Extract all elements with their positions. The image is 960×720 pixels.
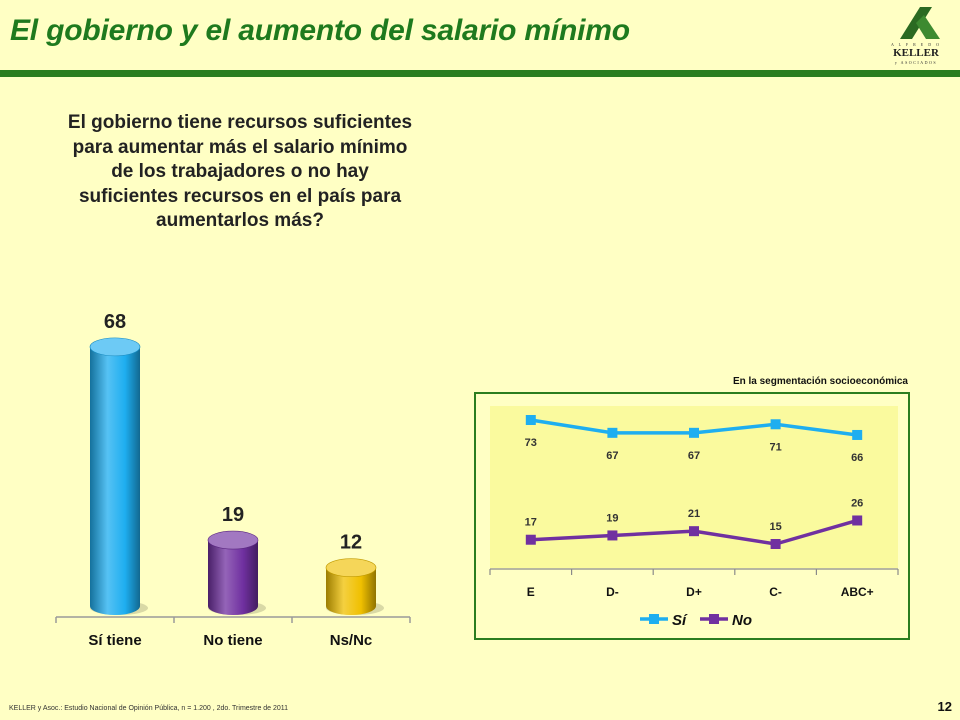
bar-top <box>89 337 141 357</box>
page-number: 12 <box>937 699 952 714</box>
page-title: El gobierno y el aumento del salario mín… <box>10 14 630 47</box>
series-point <box>607 427 618 438</box>
bar-2 <box>207 530 266 615</box>
series-point-label: 26 <box>851 497 863 509</box>
bar-value-label: 12 <box>340 532 362 554</box>
bar-3 <box>325 558 384 615</box>
legend-label: No <box>732 612 752 629</box>
bar-category-label: Sí tiene <box>88 632 141 649</box>
segment-category-label: D- <box>606 585 619 599</box>
bar-category-label: Ns/Nc <box>330 632 373 649</box>
bar-category-label: No tiene <box>203 632 262 649</box>
bar-body <box>208 540 258 615</box>
bar-top <box>325 558 377 577</box>
legend-marker <box>709 614 719 624</box>
series-point <box>525 415 536 425</box>
logo-top-text: A L F R E D O <box>890 42 942 47</box>
series-point <box>770 419 781 430</box>
series-point-label: 15 <box>769 521 781 533</box>
logo-bottom-text: y ASOCIADOS <box>894 60 938 65</box>
series-point <box>852 429 863 440</box>
series-point <box>689 526 699 537</box>
keller-logo-mark <box>900 7 940 39</box>
series-point-label: 67 <box>688 450 700 462</box>
series-point-label: 66 <box>851 452 863 464</box>
bar-value-label: 19 <box>222 504 244 526</box>
series-point <box>525 534 536 545</box>
series-point-label: 73 <box>525 437 537 449</box>
series-point-label: 21 <box>688 508 700 520</box>
title-divider <box>0 70 960 77</box>
series-point <box>770 539 781 549</box>
series-point-label: 67 <box>606 450 618 462</box>
series-point-label: 17 <box>525 517 537 529</box>
series-point-label: 71 <box>769 441 781 453</box>
legend-label: Sí <box>672 612 688 629</box>
bar-body <box>326 567 376 615</box>
series-point <box>607 530 618 541</box>
segment-line-chart: E D- D+ C- ABC+ 73 67 67 71 66 17 19 21 15 26 Sí No <box>489 406 899 629</box>
series-point <box>689 427 699 438</box>
bar-body <box>90 346 140 615</box>
series-point <box>852 515 863 526</box>
segment-chart-label: En la segmentación socioeconómica <box>732 376 908 387</box>
segment-category-label: D+ <box>686 585 702 599</box>
segment-category-label: ABC+ <box>841 585 874 599</box>
bar-1 <box>89 337 148 615</box>
source-note: KELLER y Asoc.: Estudio Nacional de Opin… <box>9 705 289 712</box>
segment-category-label: E <box>527 585 535 599</box>
survey-question: El gobierno tiene recursos suficientes p… <box>67 112 413 231</box>
logo-name: KELLER <box>893 47 939 59</box>
series-point-label: 19 <box>606 512 618 524</box>
segment-category-label: C- <box>769 585 782 599</box>
bar-top <box>207 530 259 550</box>
keller-logo: A L F R E D O KELLER y ASOCIADOS <box>886 3 946 67</box>
bar-value-label: 68 <box>104 311 126 333</box>
legend-marker <box>649 614 659 624</box>
